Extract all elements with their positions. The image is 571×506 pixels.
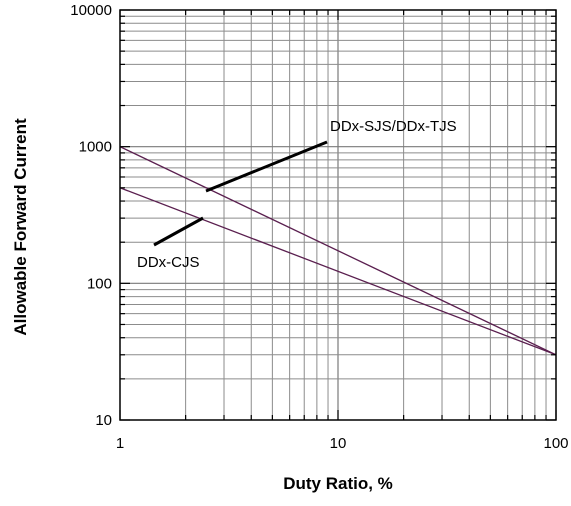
annotation-layer: DDx-SJS/DDx-TJS DDx-CJS: [137, 118, 457, 271]
y-tick-label: 1000: [79, 139, 112, 156]
y-tick-label: 10000: [70, 2, 112, 19]
x-axis-title: Duty Ratio, %: [283, 474, 393, 493]
annotation-leader-cjs: [153, 216, 204, 247]
series-layer: [119, 146, 557, 356]
y-tick-label: 100: [87, 275, 112, 292]
y-axis-title: Allowable Forward Current: [11, 118, 30, 336]
x-tick-label: 1: [116, 435, 124, 452]
series-line-1: [119, 187, 557, 356]
series-line-0: [119, 146, 557, 356]
x-tick-label: 10: [330, 435, 347, 452]
annotation-label-cjs: DDx-CJS: [137, 254, 200, 271]
annotation-leader-sjs-tjs: [205, 140, 328, 193]
x-tick-label: 100: [543, 435, 568, 452]
y-tick-label: 10: [95, 412, 112, 429]
grid: [120, 10, 556, 420]
annotation-label-sjs-tjs: DDx-SJS/DDx-TJS: [330, 118, 457, 135]
